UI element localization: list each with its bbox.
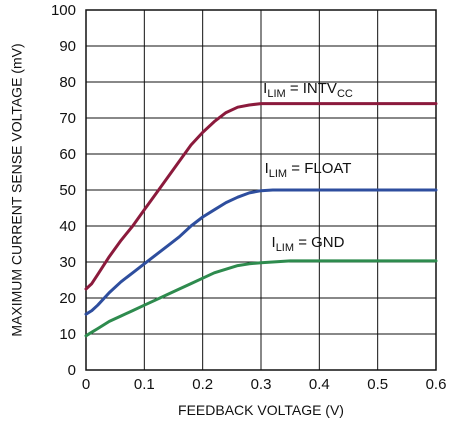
tick-labels: 0 0.1 0.2 0.3 0.4 0.5 0.6 0 10 20 30 40 50 60 70 80 90 10… — [51, 2, 446, 393]
y-tick-label: 70 — [59, 110, 76, 127]
x-tick-label: 0 — [82, 376, 90, 393]
series-label-subscript: LIM — [276, 242, 294, 254]
series-line — [84, 102, 438, 291]
series-label-subscript-2: CC — [337, 88, 353, 100]
x-axis-label: FEEDBACK VOLTAGE (V) — [178, 402, 344, 418]
series-label-prefix: I — [263, 80, 267, 97]
y-tick-label: 80 — [59, 74, 76, 91]
series-label-main: = FLOAT — [287, 160, 351, 177]
series-layer — [84, 102, 438, 338]
x-tick-label: 0.3 — [251, 376, 272, 393]
x-tick-label: 0.1 — [134, 376, 155, 393]
x-tick-label: 0.6 — [426, 376, 447, 393]
series-label-main: = INTV — [286, 80, 337, 97]
series-label-subscript: LIM — [269, 168, 287, 180]
y-tick-label: 20 — [59, 290, 76, 307]
series-label-prefix: I — [272, 234, 276, 251]
x-tick-label: 0.2 — [192, 376, 213, 393]
series-label-prefix: I — [265, 160, 269, 177]
y-tick-label: 60 — [59, 146, 76, 163]
series-label: ILIM = GND — [272, 234, 345, 254]
y-axis-label: MAXIMUM CURRENT SENSE VOLTAGE (mV) — [9, 43, 25, 336]
y-tick-label: 90 — [59, 38, 76, 55]
series-line — [84, 259, 438, 338]
y-tick-label: 40 — [59, 218, 76, 235]
x-tick-label: 0.5 — [367, 376, 388, 393]
y-tick-label: 10 — [59, 326, 76, 343]
series-label-subscript: LIM — [267, 88, 285, 100]
y-tick-label: 30 — [59, 254, 76, 271]
series-label: ILIM = INTVCC — [263, 80, 353, 100]
series-label-main: = GND — [294, 234, 345, 251]
y-tick-label: 0 — [68, 362, 76, 379]
x-tick-label: 0.4 — [309, 376, 330, 393]
y-tick-label: 100 — [51, 2, 76, 19]
y-tick-label: 50 — [59, 182, 76, 199]
series-label: ILIM = FLOAT — [265, 160, 352, 180]
series-line — [84, 188, 438, 316]
